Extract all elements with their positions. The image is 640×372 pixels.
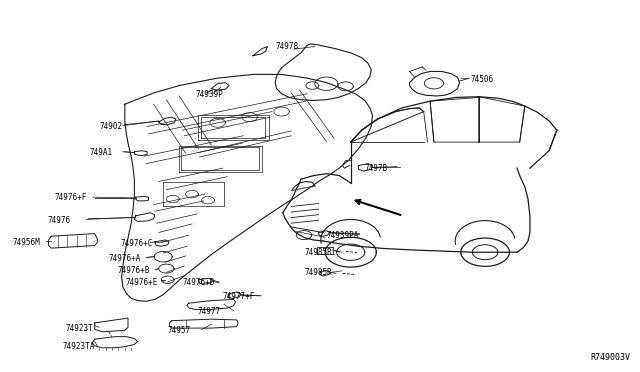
Text: 74976+C: 74976+C (120, 239, 153, 248)
Text: 74978: 74978 (275, 42, 298, 51)
Text: 74902: 74902 (99, 122, 122, 131)
Text: 74956M: 74956M (13, 238, 40, 247)
Text: 74976+E: 74976+E (125, 278, 158, 287)
Text: 74976+B: 74976+B (117, 266, 150, 275)
Text: 74923TA: 74923TA (63, 342, 95, 351)
Text: 74985R: 74985R (305, 268, 332, 277)
Text: 749A1: 749A1 (90, 148, 113, 157)
Text: 74977: 74977 (197, 307, 220, 316)
Text: 74939P: 74939P (195, 90, 223, 99)
Text: 74985R: 74985R (305, 248, 332, 257)
Text: 74957: 74957 (168, 326, 191, 335)
Text: 74506: 74506 (470, 76, 493, 84)
Text: 74939PA: 74939PA (326, 231, 359, 240)
Text: R749003V: R749003V (590, 353, 630, 362)
Text: 74976+F: 74976+F (54, 193, 87, 202)
Text: 74976+A: 74976+A (109, 254, 141, 263)
Text: 74923T: 74923T (65, 324, 93, 333)
Text: 74976+D: 74976+D (182, 278, 215, 287)
Text: 74977+F: 74977+F (223, 292, 255, 301)
Text: 7497B: 7497B (365, 164, 388, 173)
Text: 74976: 74976 (48, 216, 71, 225)
